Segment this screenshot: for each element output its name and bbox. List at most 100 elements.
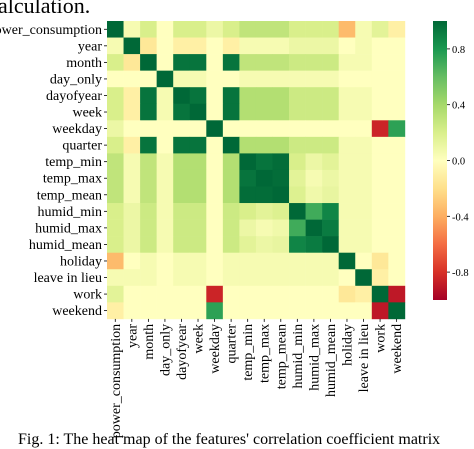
heatmap-cell <box>206 21 224 38</box>
row-label: power_consumption <box>0 23 102 38</box>
heatmap-cell <box>107 219 124 237</box>
heatmap-cell <box>222 54 240 71</box>
row-label: dayofyear <box>46 89 102 104</box>
heatmap-cell <box>289 302 306 320</box>
heatmap-cell <box>222 252 240 270</box>
row-label: month <box>66 56 102 71</box>
heatmap-cell <box>355 87 373 105</box>
column-label: holiday <box>340 324 355 366</box>
heatmap-cell <box>123 203 141 220</box>
heatmap-cell <box>322 103 339 121</box>
heatmap-cell <box>239 285 257 303</box>
heatmap-cell <box>173 219 191 237</box>
heatmap-cell <box>156 37 174 55</box>
heatmap-cell <box>173 87 191 105</box>
heatmap-cell <box>123 70 141 88</box>
heatmap-cell <box>255 136 273 154</box>
heatmap-cell <box>305 219 323 237</box>
heatmap-cell <box>289 285 306 303</box>
heatmap-cell <box>305 54 323 71</box>
colorbar-tick-label: 0.0 <box>452 157 465 168</box>
heatmap-cell <box>322 186 339 204</box>
heatmap-cell <box>239 169 257 187</box>
column-label: dayofyear <box>175 324 190 380</box>
heatmap-cell <box>338 219 356 237</box>
heatmap-cell <box>156 236 174 253</box>
heatmap-cell <box>388 285 406 303</box>
heatmap-cells <box>107 21 406 320</box>
heatmap-cell <box>272 186 290 204</box>
heatmap-cell <box>355 103 373 121</box>
heatmap-cell <box>289 120 306 138</box>
heatmap-cell <box>305 252 323 270</box>
heatmap-cell <box>371 169 389 187</box>
heatmap-cell <box>206 302 224 320</box>
heatmap-cell <box>355 186 373 204</box>
heatmap-cell <box>272 37 290 55</box>
heatmap-cell <box>206 219 224 237</box>
column-labels: power_consumption year month day_only dayofy… <box>109 318 405 438</box>
heatmap-cell <box>123 54 141 71</box>
heatmap-cell <box>322 269 339 287</box>
heatmap-cell <box>123 186 141 204</box>
heatmap-cell <box>140 285 157 303</box>
heatmap-cell <box>255 120 273 138</box>
heatmap-cell <box>107 87 124 105</box>
heatmap-cell <box>371 103 389 121</box>
heatmap-cell <box>156 169 174 187</box>
heatmap-cell <box>107 136 124 154</box>
heatmap-cell <box>255 285 273 303</box>
heatmap-cell <box>239 120 257 138</box>
row-label: temp_min <box>45 155 102 170</box>
row-label: weekday <box>52 122 102 137</box>
heatmap-cell <box>255 153 273 171</box>
heatmap-cell <box>222 136 240 154</box>
heatmap-cell <box>338 169 356 187</box>
row-label: leave in lieu <box>34 271 102 286</box>
heatmap-cell <box>322 70 339 88</box>
heatmap-cell <box>107 169 124 187</box>
heatmap-cell <box>173 186 191 204</box>
heatmap-cell <box>255 70 273 88</box>
heatmap-cell <box>156 203 174 220</box>
heatmap-cell <box>388 169 406 187</box>
heatmap-cell <box>255 236 273 253</box>
heatmap-cell <box>239 87 257 105</box>
heatmap-cell <box>189 70 207 88</box>
heatmap-cell <box>355 70 373 88</box>
figure-caption: Fig. 1: The heat map of the features' co… <box>18 431 441 448</box>
heatmap-cell <box>222 169 240 187</box>
heatmap-cell <box>322 285 339 303</box>
heatmap-cell <box>272 21 290 38</box>
heatmap-cell <box>289 136 306 154</box>
heatmap-cell <box>222 120 240 138</box>
row-label: temp_mean <box>37 188 102 203</box>
heatmap-cell <box>123 269 141 287</box>
heatmap-cell <box>305 87 323 105</box>
heatmap-cell <box>338 203 356 220</box>
column-label: month <box>142 324 157 360</box>
row-label: quarter <box>62 139 102 154</box>
heatmap-cell <box>371 37 389 55</box>
colorbar-tick-label: -0.8 <box>452 268 469 279</box>
heatmap-cell <box>140 120 157 138</box>
heatmap-cell <box>255 37 273 55</box>
heatmap-cell <box>289 70 306 88</box>
heatmap-cell <box>371 186 389 204</box>
heatmap-cell <box>107 302 124 320</box>
heatmap-cell <box>206 236 224 253</box>
heatmap-cell <box>255 203 273 220</box>
heatmap-cell <box>338 54 356 71</box>
heatmap-cell <box>239 203 257 220</box>
row-label: humid_max <box>35 221 102 236</box>
heatmap-cell <box>355 302 373 320</box>
heatmap-cell <box>107 37 124 55</box>
column-label: humid_mean <box>324 324 339 397</box>
heatmap-cell <box>206 103 224 121</box>
heatmap-cell <box>289 103 306 121</box>
row-label: year <box>78 39 102 54</box>
heatmap-cell <box>388 252 406 270</box>
heatmap-cell <box>107 203 124 220</box>
